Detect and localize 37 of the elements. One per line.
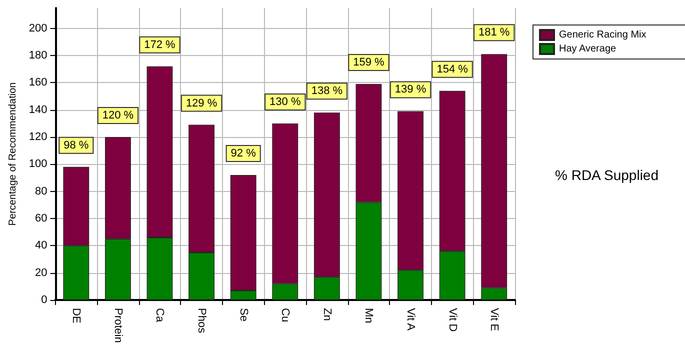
x-tick-label: Mn (362, 308, 375, 324)
y-tick-label: 160 (28, 76, 48, 89)
total-label: 154 % (436, 63, 468, 76)
x-tick-label: Vit A (404, 308, 417, 332)
y-tick-label: 60 (35, 212, 48, 225)
x-tick-label: Vit D (446, 308, 458, 332)
y-tick-label: 0 (41, 294, 48, 306)
y-tick-label: 80 (35, 185, 48, 198)
y-tick-label: 140 (28, 104, 48, 116)
legend-label: Generic Racing Mix (559, 30, 646, 40)
x-tick-label: Cu (279, 308, 292, 322)
x-tick-label: DE (70, 308, 82, 324)
total-label: 130 % (270, 96, 301, 108)
y-tick-label: 200 (28, 22, 48, 34)
total-label: 172 % (144, 38, 176, 51)
x-tick-label: Protein (112, 308, 124, 343)
total-label: 138 % (311, 85, 343, 98)
legend-label: Hay Average (559, 44, 617, 54)
total-label: 92 % (230, 148, 256, 160)
total-label: 129 % (186, 97, 218, 110)
y-tick-label: 20 (35, 266, 48, 279)
total-label: 139 % (394, 84, 426, 96)
y-tick-label: 120 (28, 131, 48, 144)
text: % RDA Supplied (555, 167, 659, 183)
x-tick-label: Zn (320, 308, 333, 321)
total-label: 98 % (64, 139, 89, 152)
x-tick-label: Phos (196, 308, 208, 334)
total-label: 159 % (353, 56, 385, 69)
x-tick-label: Ca (154, 308, 166, 323)
y-tick-label: 100 (28, 158, 48, 170)
total-label: 181 % (478, 26, 510, 39)
y-axis-title: Percentage of Recommendation (8, 82, 18, 226)
x-tick-label: Vit E (488, 308, 500, 332)
x-tick-label: Se (237, 308, 250, 322)
y-tick-label: 180 (28, 50, 48, 62)
y-tick-label: 40 (35, 240, 48, 252)
total-label: 120 % (102, 110, 134, 122)
